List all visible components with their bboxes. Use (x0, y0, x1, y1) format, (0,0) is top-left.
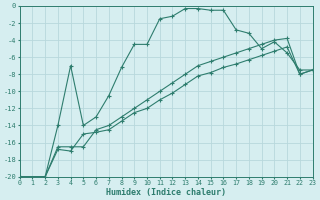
X-axis label: Humidex (Indice chaleur): Humidex (Indice chaleur) (106, 188, 226, 197)
